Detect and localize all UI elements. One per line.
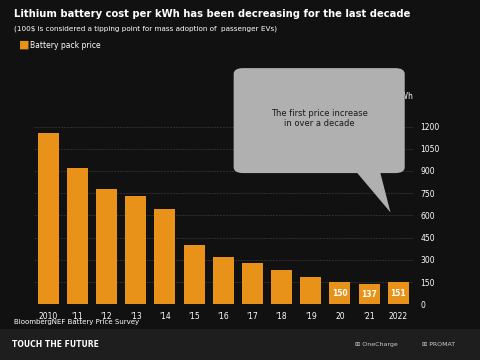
Text: $ 1,350kWh: $ 1,350kWh [367, 91, 413, 100]
Bar [300, 277, 321, 304]
Text: (100$ is considered a tipping point for mass adoption of  passenger EVs): (100$ is considered a tipping point for … [14, 25, 277, 32]
Text: TOUCH THE FUTURE: TOUCH THE FUTURE [12, 340, 99, 349]
Bar [271, 270, 292, 304]
Bar [67, 168, 88, 304]
Text: ■: ■ [19, 40, 30, 50]
Bar [125, 196, 146, 304]
Bar [388, 282, 408, 304]
Text: Lithium battery cost per kWh has been decreasing for the last decade: Lithium battery cost per kWh has been de… [14, 9, 411, 19]
Text: ⊞ OneCharge: ⊞ OneCharge [355, 342, 398, 347]
Bar [242, 263, 263, 304]
Text: Battery pack price: Battery pack price [30, 40, 100, 49]
Text: BloombergNEF Battery Price Survey: BloombergNEF Battery Price Survey [14, 319, 140, 325]
Bar [38, 132, 59, 304]
Text: The first price increase
in over a decade: The first price increase in over a decad… [271, 109, 368, 129]
Bar [329, 282, 350, 304]
Text: 137: 137 [361, 289, 377, 298]
Text: 151: 151 [390, 288, 406, 297]
Bar [213, 257, 234, 304]
Bar [359, 284, 380, 304]
Text: ⊞ PROMAT: ⊞ PROMAT [422, 342, 456, 347]
Text: 150: 150 [332, 289, 348, 298]
Bar [183, 245, 204, 304]
Bar [155, 210, 175, 304]
Bar [96, 189, 117, 304]
FancyBboxPatch shape [234, 68, 405, 173]
